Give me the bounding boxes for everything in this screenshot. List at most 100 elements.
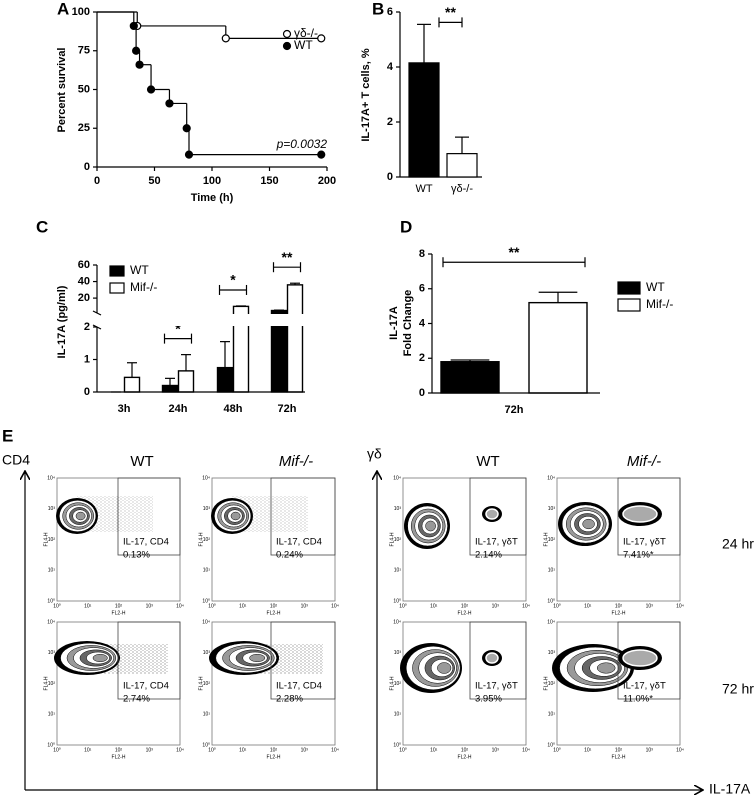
y-axis-label: IL-17A — [388, 306, 400, 340]
legend-swatch — [109, 282, 125, 294]
column-header: Mif-/- — [279, 453, 313, 470]
gate-percent: 11.0%* — [623, 694, 653, 705]
density-contour — [485, 508, 499, 520]
plot-y-label: FL4-H — [543, 676, 549, 690]
plot-x-label: FL2-H — [112, 610, 126, 616]
legend-label: WT — [130, 263, 149, 277]
x-tick-label: 50 — [148, 175, 160, 187]
density-contour — [75, 511, 86, 521]
y-tick-label: 50 — [78, 83, 90, 95]
legend-label: γδ-/- — [294, 26, 318, 40]
x-tick-label: 100 — [203, 175, 221, 187]
y-tick-label: 10² — [203, 681, 211, 687]
gate-percent: 2.74% — [123, 694, 150, 705]
x-tick-label: 10⁴ — [522, 747, 530, 753]
x-tick-label: 72h — [278, 403, 297, 415]
y-tick-label: 20 — [78, 292, 90, 304]
y-tick-label: 10⁴ — [47, 475, 55, 481]
y-tick-label: 10⁴ — [393, 619, 401, 625]
x-tick-label: 10³ — [301, 747, 309, 753]
gate-percent: 0.13% — [123, 550, 150, 561]
y-tick-label: 10³ — [48, 650, 56, 656]
y-tick-label: 10⁴ — [547, 619, 555, 625]
y-tick-label: 0 — [84, 386, 90, 398]
y-tick-label: 10² — [394, 537, 402, 543]
axis-label: IL-17A — [709, 781, 751, 797]
x-tick-label: 10⁴ — [331, 747, 339, 753]
y-tick-label: 0 — [419, 387, 425, 399]
y-tick-label: 75 — [78, 45, 90, 57]
x-tick-label: 3h — [118, 403, 131, 415]
x-tick-label: 150 — [260, 175, 278, 187]
y-tick-label: 1 — [84, 353, 90, 365]
gate-percent: 2.14% — [475, 550, 502, 561]
y-tick-label: 10³ — [48, 506, 56, 512]
gate-percent: 3.95% — [475, 694, 502, 705]
plot-x-label: FL2-H — [267, 754, 281, 760]
y-tick-label: 60 — [78, 259, 90, 271]
x-tick-label: 10¹ — [239, 603, 247, 609]
bar — [161, 384, 179, 393]
bar — [177, 370, 195, 393]
density-contour — [437, 662, 452, 674]
density-contour — [622, 649, 658, 667]
y-tick-label: 0 — [387, 171, 393, 183]
plot-y-label: FL4-H — [198, 532, 204, 546]
y-tick-label: 10⁰ — [393, 742, 401, 748]
gate-name: IL-17, CD4 — [123, 537, 169, 548]
bar — [528, 301, 588, 394]
density-contour — [92, 654, 108, 662]
x-tick-label: 10⁰ — [399, 603, 407, 609]
y-tick-label: 10¹ — [203, 568, 211, 574]
y-tick-label: 10⁴ — [202, 475, 210, 481]
y-tick-label: 2 — [419, 352, 425, 364]
y-tick-label: 10¹ — [548, 568, 556, 574]
y-axis-label: IL-17A+ T cells, % — [360, 48, 372, 141]
survival-marker — [317, 150, 326, 159]
gate — [617, 477, 681, 556]
x-tick-label: 10³ — [301, 603, 309, 609]
legend-marker — [282, 29, 292, 39]
bar — [123, 376, 141, 393]
gate-percent: 7.41%* — [623, 550, 654, 561]
survival-marker — [146, 85, 156, 94]
y-tick-label: 10² — [48, 537, 56, 543]
gate — [117, 477, 181, 556]
gate-name: IL-17, CD4 — [123, 681, 169, 692]
gate — [617, 621, 681, 700]
bar — [408, 62, 440, 178]
x-tick-label: 10¹ — [430, 603, 438, 609]
y-tick-label: 10⁰ — [47, 598, 55, 604]
density-contour — [249, 654, 266, 662]
panel-label: E — [2, 426, 13, 445]
bar — [286, 284, 304, 393]
x-tick-label: 72h — [505, 404, 524, 416]
x-tick-label: 48h — [224, 403, 243, 415]
plot-x-label: FL2-H — [612, 610, 626, 616]
y-tick-label: 100 — [72, 6, 90, 18]
bar — [446, 153, 478, 178]
gate — [469, 621, 527, 700]
x-tick-label: 10⁰ — [553, 747, 561, 753]
x-tick-label: 10⁰ — [208, 603, 216, 609]
legend-swatch — [617, 281, 641, 295]
x-tick-label: 10² — [115, 747, 123, 753]
column-header: WT — [476, 453, 499, 470]
y-axis-label: IL-17A (pg/ml) — [56, 285, 68, 358]
legend-label: Mif-/- — [130, 280, 157, 294]
x-tick-label: 10³ — [492, 603, 500, 609]
axis-break — [92, 310, 102, 316]
y-tick-label: 40 — [78, 275, 90, 287]
y-tick-label: 10⁰ — [202, 598, 210, 604]
panel-label: C — [36, 217, 48, 236]
y-tick-label: 10⁰ — [547, 598, 555, 604]
x-tick-label: 10⁴ — [176, 603, 184, 609]
plot-x-label: FL2-H — [458, 610, 472, 616]
row-label: 24 hrs — [722, 536, 754, 552]
plot-x-label: FL2-H — [612, 754, 626, 760]
y-tick-label: 10⁴ — [393, 475, 401, 481]
bar — [440, 361, 500, 394]
y-tick-label: 10⁰ — [393, 598, 401, 604]
y-tick-label: 10¹ — [394, 712, 402, 718]
legend-label: Mif-/- — [646, 297, 673, 311]
